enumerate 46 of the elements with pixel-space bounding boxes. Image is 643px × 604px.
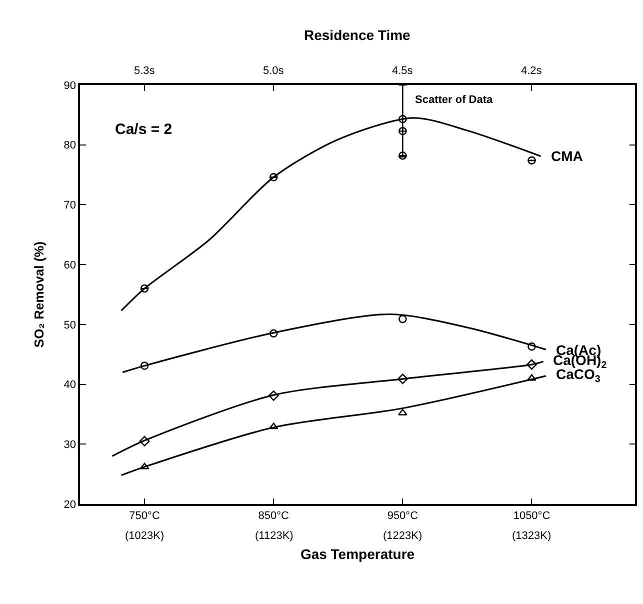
point — [140, 362, 149, 370]
text: 5.0s — [263, 65, 284, 77]
point — [398, 114, 407, 124]
point — [528, 156, 536, 165]
point — [528, 342, 536, 351]
y-tick-label: 30 — [64, 438, 76, 451]
text: (1123K) — [255, 530, 294, 542]
x-axis-title: Gas Temperature — [300, 546, 415, 562]
point — [269, 173, 278, 182]
x-tick-label: 750°C — [129, 510, 160, 522]
point — [140, 284, 149, 293]
line-series — [111, 360, 544, 457]
point — [397, 374, 408, 384]
point — [139, 436, 150, 446]
annotation: Ca/s = 2 — [115, 121, 172, 138]
text: 5.3s — [134, 65, 156, 77]
point — [398, 408, 408, 416]
y-axis-title: SO₂ Removal (%) — [32, 241, 46, 348]
point — [526, 359, 537, 370]
y-tick-label: 20 — [64, 498, 76, 511]
point — [398, 126, 407, 136]
point — [268, 390, 279, 401]
text: (1223K) — [383, 530, 422, 542]
x-tick-label: 950°C — [387, 510, 418, 522]
text: (1323K) — [512, 530, 552, 542]
x2-axis-title: Residence Time — [304, 27, 411, 43]
legend-label: CMA — [551, 148, 583, 164]
line-series — [120, 375, 547, 476]
y-tick-label: 40 — [64, 379, 76, 392]
y-tick-label: 80 — [64, 140, 76, 152]
text: (1023K) — [125, 530, 164, 542]
point — [268, 422, 278, 430]
point — [527, 374, 536, 381]
x-tick-label: 1050°C — [513, 510, 550, 522]
text: 4.2s — [521, 65, 542, 77]
y-tick-label: 90 — [64, 80, 76, 92]
line-series — [122, 313, 547, 374]
y-tick-label: 50 — [64, 319, 76, 332]
y-tick-label: 60 — [64, 259, 76, 272]
y-tick-label: 70 — [64, 200, 76, 212]
point — [269, 329, 278, 338]
point — [398, 314, 407, 324]
x-tick-label: 850°C — [258, 510, 289, 522]
point — [140, 462, 150, 470]
text: 4.5s — [392, 65, 414, 77]
annotation: Scatter of Data — [415, 94, 494, 106]
